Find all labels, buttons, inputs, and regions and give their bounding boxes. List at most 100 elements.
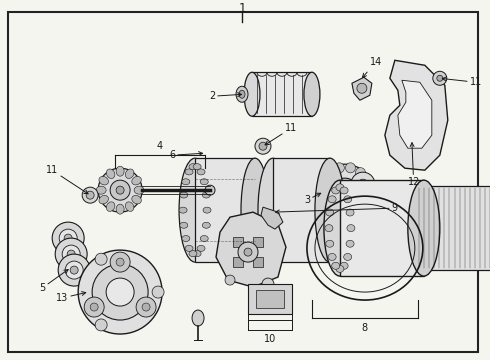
Text: 10: 10 [264,334,276,344]
Circle shape [59,229,77,247]
Ellipse shape [179,207,187,213]
Text: 11: 11 [442,77,482,87]
Circle shape [324,207,334,217]
Ellipse shape [346,240,354,247]
Circle shape [92,264,148,320]
Text: 4: 4 [157,141,163,151]
Circle shape [345,212,355,221]
Circle shape [365,187,375,197]
Ellipse shape [96,186,106,194]
Circle shape [116,186,124,194]
Circle shape [116,258,124,266]
Text: 2: 2 [209,91,242,101]
Circle shape [225,275,235,285]
Circle shape [318,176,327,186]
Ellipse shape [336,184,344,191]
Text: 13: 13 [56,292,86,303]
Ellipse shape [132,195,141,204]
Polygon shape [216,212,286,287]
Ellipse shape [340,187,348,194]
Polygon shape [261,207,283,229]
Text: 7: 7 [0,359,1,360]
Ellipse shape [343,196,352,203]
Polygon shape [398,80,432,148]
Circle shape [318,198,327,208]
Circle shape [357,83,367,93]
Ellipse shape [346,209,354,216]
Ellipse shape [116,166,124,176]
Circle shape [110,252,130,272]
Ellipse shape [343,253,352,260]
Circle shape [55,238,87,270]
Ellipse shape [200,179,208,185]
Ellipse shape [325,225,333,231]
Circle shape [331,178,359,206]
Bar [252,72,312,116]
Ellipse shape [205,185,215,195]
Circle shape [317,164,373,220]
Circle shape [62,245,80,263]
Circle shape [136,297,156,317]
Ellipse shape [182,235,190,242]
Text: 9: 9 [275,203,398,214]
Ellipse shape [315,158,345,262]
Ellipse shape [236,86,248,102]
Circle shape [334,212,344,221]
Bar [233,257,243,267]
Circle shape [262,278,274,290]
Ellipse shape [193,164,201,170]
Ellipse shape [125,202,134,211]
Text: 14: 14 [363,57,382,77]
Circle shape [110,180,130,200]
Ellipse shape [202,192,210,198]
Ellipse shape [336,265,344,273]
Circle shape [98,168,142,212]
Circle shape [324,168,334,177]
Circle shape [259,142,267,150]
Bar [253,237,263,247]
Ellipse shape [189,251,197,257]
Ellipse shape [197,169,205,175]
Circle shape [106,278,134,306]
Circle shape [255,138,271,154]
Ellipse shape [197,246,205,251]
Circle shape [142,303,150,311]
Bar [256,290,284,308]
Ellipse shape [106,202,115,211]
Text: 1: 1 [238,2,246,15]
Ellipse shape [326,209,334,216]
Bar [415,186,490,270]
Circle shape [52,222,84,254]
Ellipse shape [132,176,141,185]
Circle shape [351,172,375,196]
Ellipse shape [180,192,188,198]
Ellipse shape [241,158,269,262]
Text: 5: 5 [39,270,68,293]
Ellipse shape [244,72,260,116]
Circle shape [355,168,366,177]
Ellipse shape [332,262,340,269]
Bar [195,158,255,262]
Ellipse shape [408,180,440,276]
Ellipse shape [200,235,208,242]
Ellipse shape [328,253,336,260]
Bar [253,257,263,267]
Circle shape [65,261,83,279]
Circle shape [355,207,366,217]
Ellipse shape [332,187,340,194]
Bar [340,180,424,276]
Bar [233,237,243,247]
Ellipse shape [134,186,144,194]
Ellipse shape [179,158,211,262]
Ellipse shape [99,195,108,204]
Text: 11: 11 [265,123,297,145]
Circle shape [95,253,107,265]
Circle shape [86,191,94,199]
Circle shape [345,163,355,173]
Circle shape [433,71,447,85]
Ellipse shape [347,225,355,231]
Ellipse shape [326,240,334,247]
Circle shape [95,319,107,331]
Circle shape [437,75,443,81]
Bar [248,284,292,314]
